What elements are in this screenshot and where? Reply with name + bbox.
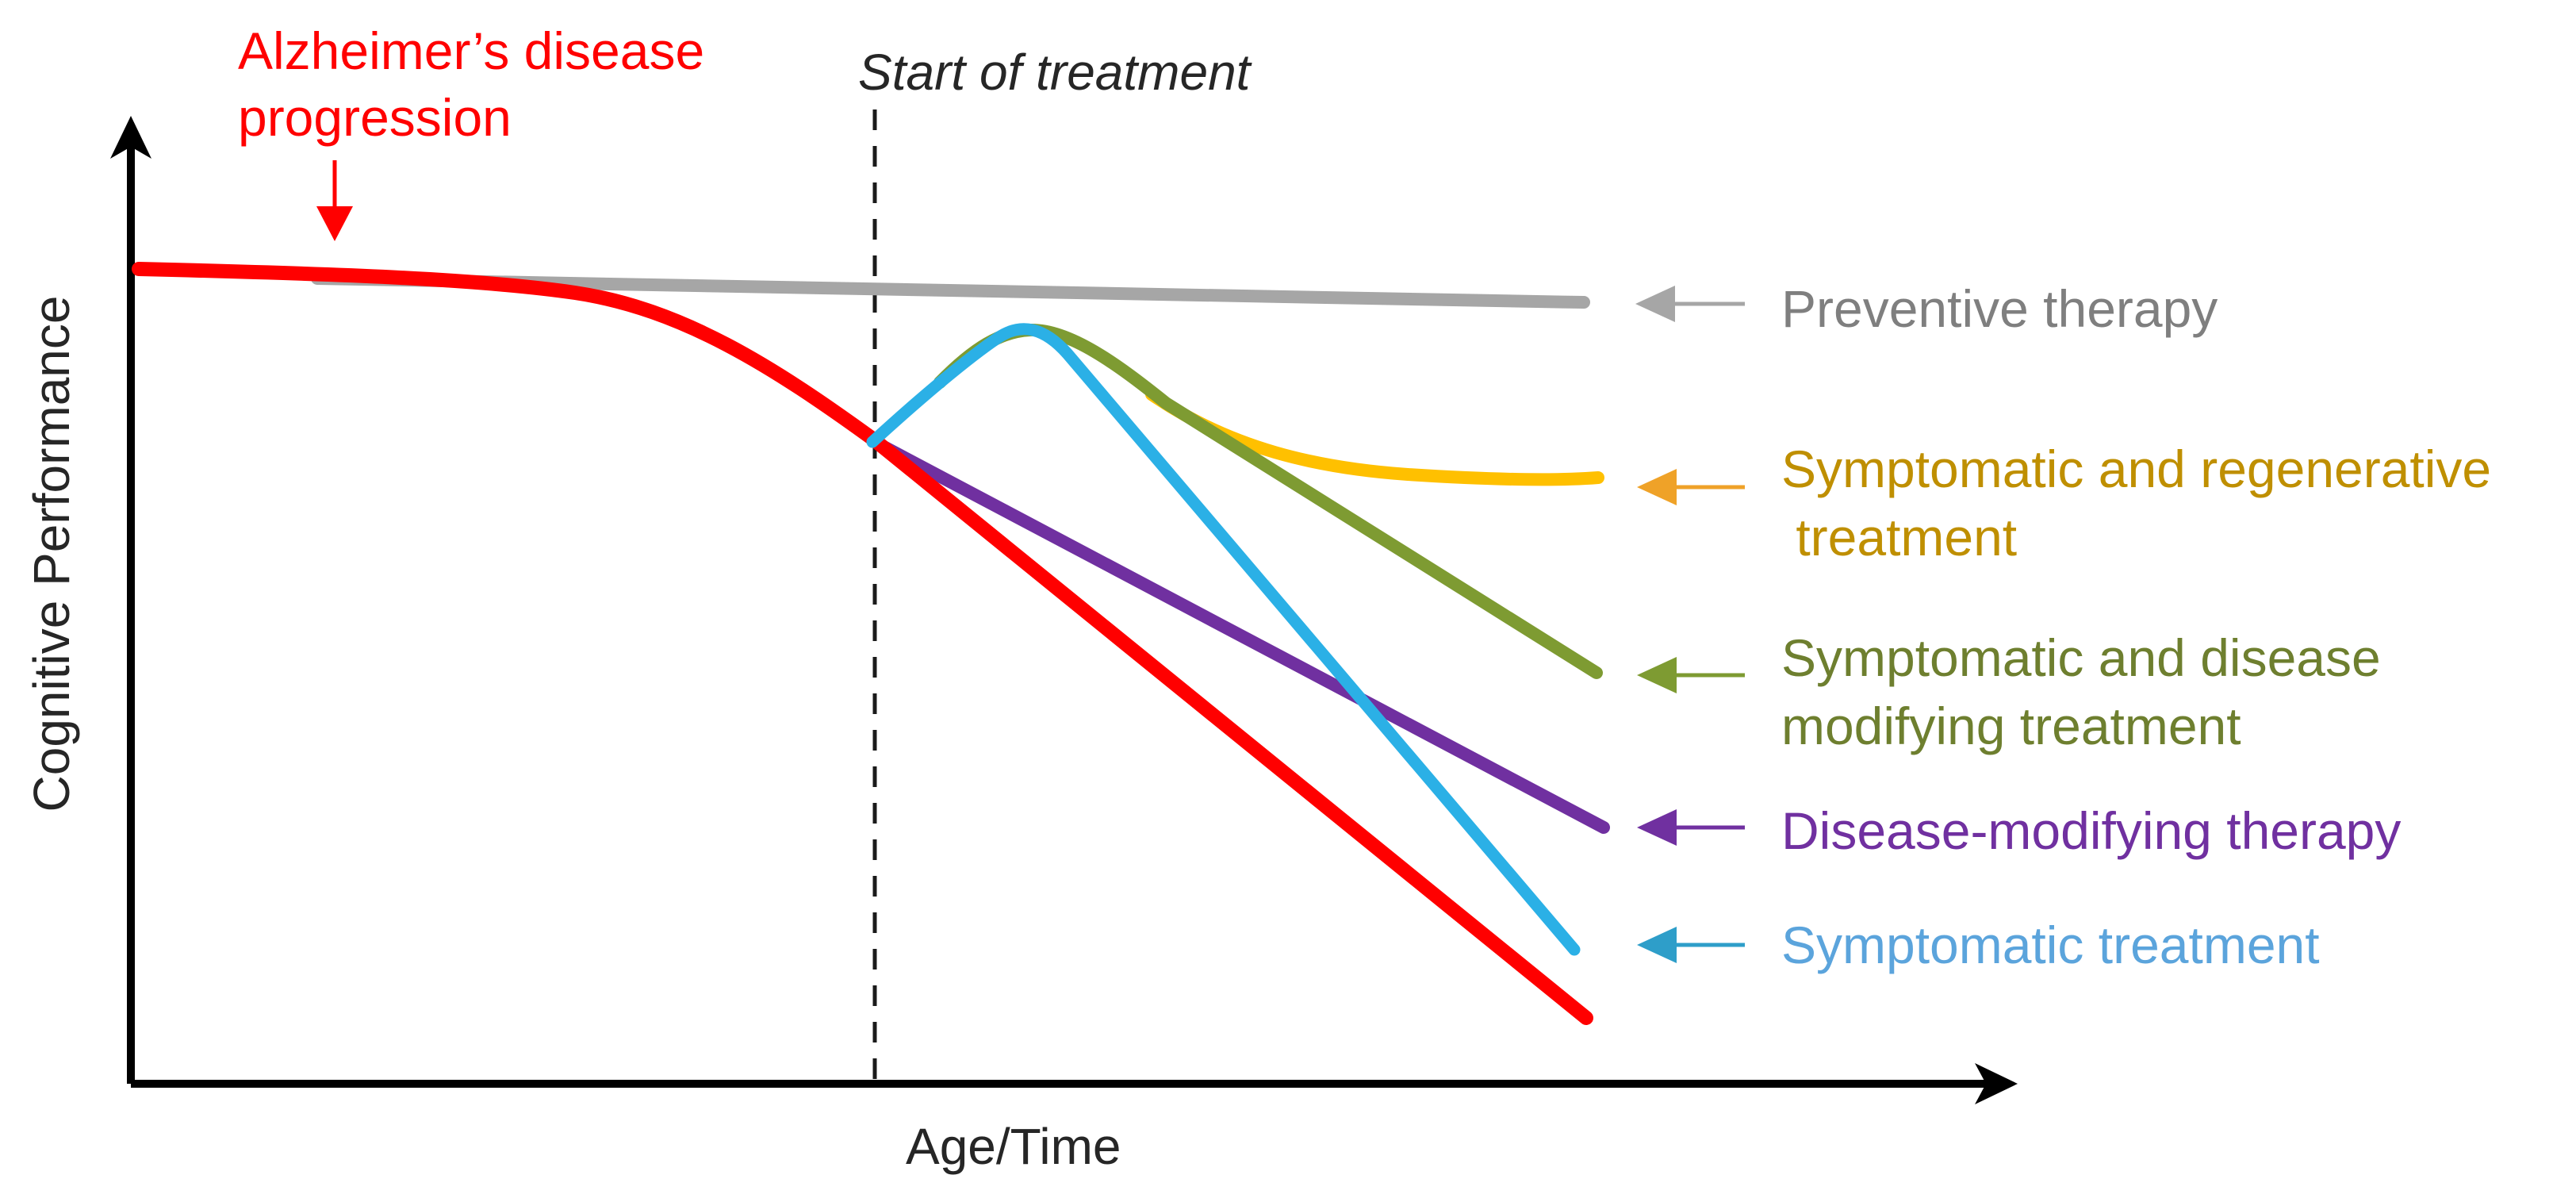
legend-symptomatic-disease-modifying: Symptomatic and disease modifying treatm…	[1781, 624, 2381, 760]
symptomatic-regenerative-arrow-icon	[1637, 469, 1745, 505]
alzheimers-callout-arrow-icon	[316, 160, 353, 241]
legend-symptomatic-treatment: Symptomatic treatment	[1781, 911, 2320, 979]
symptomatic-regenerative-arrowhead	[1637, 469, 1677, 505]
legend-disease-modifying-therapy: Disease-modifying therapy	[1781, 797, 2401, 865]
alzheimers-progression-label-line1: Alzheimer’s disease	[238, 21, 705, 80]
disease-modifying-arrow-icon	[1637, 809, 1745, 846]
preventive-therapy-arrowhead	[1635, 286, 1675, 322]
legend-symptomatic-disease-modifying-line2: modifying treatment	[1781, 697, 2241, 755]
legend-symptomatic-regenerative: Symptomatic and regenerative treatment	[1781, 435, 2491, 571]
legend-preventive-therapy-line1: Preventive therapy	[1781, 279, 2218, 338]
preventive-therapy-arrow-icon	[1635, 286, 1745, 322]
disease-modifying-arrowhead	[1637, 809, 1677, 846]
series-line-symptomatic-treatment	[866, 323, 1581, 956]
symptomatic-disease-modifying-arrowhead	[1637, 657, 1677, 693]
legend-symptomatic-regenerative-line1: Symptomatic and regenerative	[1781, 440, 2492, 498]
y-axis-title: Cognitive Performance	[23, 295, 80, 812]
legend-preventive-therapy: Preventive therapy	[1781, 275, 2218, 343]
series-line-disease-modifying-therapy	[868, 436, 1610, 834]
alzheimers-progression-label: Alzheimer’s disease progression	[238, 17, 704, 151]
legend-disease-modifying-therapy-line1: Disease-modifying therapy	[1781, 801, 2402, 860]
alzheimers-callout-arrowhead	[316, 206, 353, 241]
x-axis-arrowhead-icon	[1975, 1063, 2018, 1104]
y-axis-arrowhead-icon	[110, 116, 151, 159]
x-axis-title: Age/Time	[906, 1118, 1121, 1175]
legend-symptomatic-disease-modifying-line1: Symptomatic and disease	[1781, 628, 2381, 687]
start-of-treatment-label: Start of treatment	[858, 44, 1251, 101]
symptomatic-disease-modifying-arrow-icon	[1637, 657, 1745, 693]
legend-symptomatic-treatment-line1: Symptomatic treatment	[1781, 916, 2320, 974]
series-line-symptomatic-disease-modifying	[933, 323, 1603, 679]
legend-symptomatic-regenerative-line2: treatment	[1781, 508, 2018, 566]
symptomatic-treatment-arrowhead	[1637, 927, 1677, 963]
symptomatic-treatment-arrow-icon	[1637, 927, 1745, 963]
alzheimers-progression-label-line2: progression	[238, 88, 512, 147]
series-line-alzheimers-progression	[132, 262, 1593, 1025]
